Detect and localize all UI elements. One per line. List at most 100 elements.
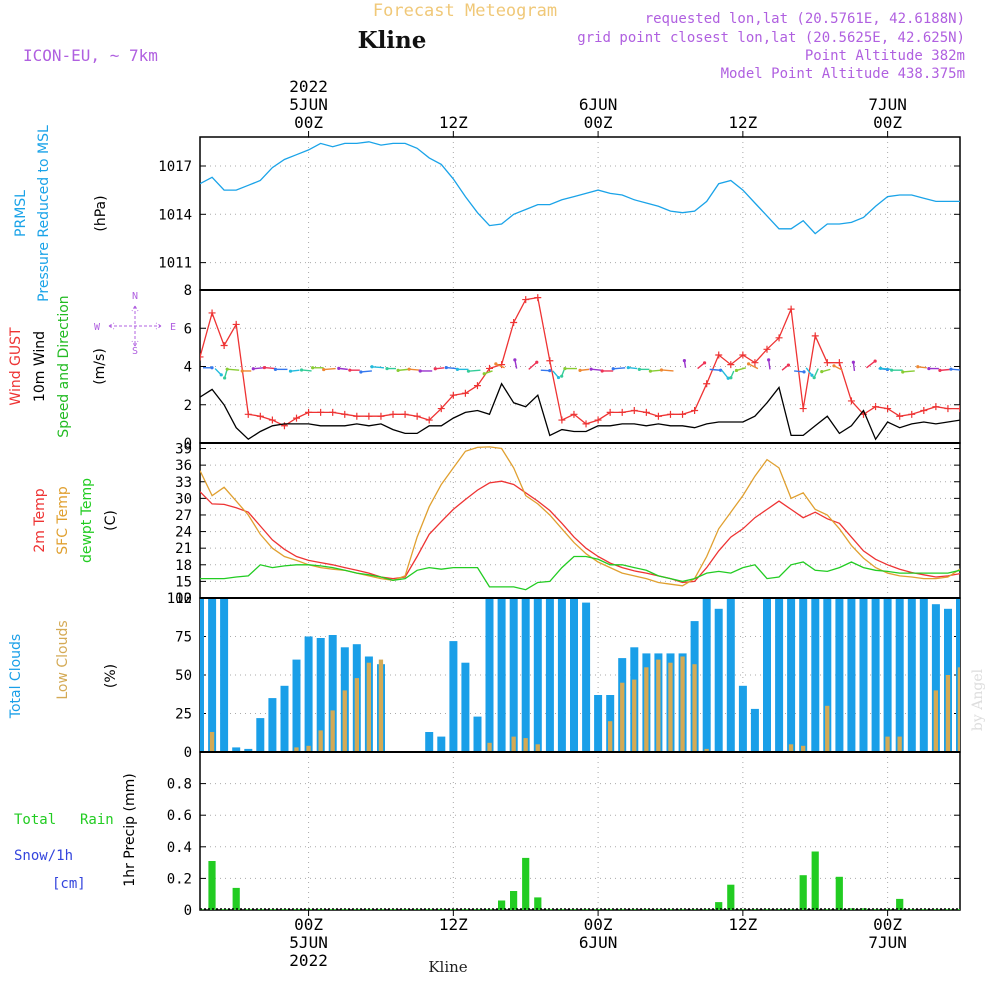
rain-bar (896, 898, 904, 910)
y-tick-label: 2 (184, 398, 192, 414)
wind-direction-arrow (880, 367, 891, 371)
wind-direction-arrow (591, 368, 602, 371)
wind-arrow-head (322, 367, 326, 372)
wind-direction-arrow (253, 367, 264, 370)
gust-point (799, 405, 807, 413)
rain-bar (884, 909, 892, 910)
low-cloud-bar (933, 690, 938, 752)
rain-bar (908, 909, 916, 910)
series-line-dewpt (200, 555, 960, 591)
wind-direction-arrow (939, 368, 951, 372)
wind-arrow-head (851, 360, 855, 364)
total-cloud-bar (461, 662, 470, 752)
wind-direction-arrow (301, 369, 312, 372)
rain-bar (775, 909, 783, 910)
rain-bar (739, 909, 747, 910)
panel-label: Rain (80, 812, 114, 828)
panel-wind: 0 2 4 6 8 Wind GUST 10m Wind Speed and Directio… (8, 283, 1000, 452)
rain-bar (510, 891, 518, 910)
wind-direction-arrow (989, 369, 1000, 372)
total-cloud-bar (799, 598, 808, 752)
panel-labels-precip: Total Rain Snow/1h [cm] 1hr Precip (mm) (14, 773, 138, 892)
panel-labels-wind: Wind GUST 10m Wind Speed and Direction (m/s… (8, 291, 176, 438)
wind-direction-arrow (866, 360, 876, 369)
wind-arrow-head (444, 365, 448, 370)
wind-arrow-head (734, 368, 739, 373)
wind-arrow-head (455, 367, 459, 371)
wind-arrow-head (702, 361, 707, 365)
gust-point (389, 410, 397, 418)
low-cloud-bar (306, 745, 311, 752)
wind-direction-arrow (360, 370, 372, 373)
wind-direction-arrow (446, 366, 457, 370)
rain-bar (920, 909, 928, 910)
total-cloud-bar (449, 641, 458, 752)
panel-label: 2m Temp (32, 488, 48, 552)
total-cloud-bar (200, 598, 204, 752)
panel-label: Speed and Direction (56, 295, 72, 437)
gust-point (751, 359, 759, 367)
gust-point (691, 406, 699, 414)
wind-arrow-head (219, 373, 223, 377)
wind-direction-arrow (227, 368, 240, 371)
top-time-label: 12Z (439, 113, 468, 132)
gust-point (763, 345, 771, 353)
wind-arrow-head (262, 365, 266, 370)
rain-bar (956, 909, 960, 910)
y-tick-label: 27 (175, 508, 192, 524)
rain-bar (751, 909, 759, 910)
rain-bar (932, 909, 940, 910)
wind-arrow-head (927, 366, 931, 371)
y-tick-label: 15 (175, 574, 192, 590)
wind-direction-arrow (528, 361, 538, 370)
y-tick-label: 8 (184, 283, 192, 299)
wind-arrow-head (802, 370, 806, 374)
wind-arrow-head (648, 369, 653, 373)
rain-bar (727, 884, 735, 910)
rain-bar (968, 904, 975, 910)
wind-arrow-head (812, 375, 816, 380)
panels-group: 1011 1014 1017 PRMSL Pressure Reduced to MSL… (8, 125, 1000, 919)
wind-direction-arrow (650, 369, 662, 372)
plot-area-clouds (200, 598, 960, 752)
bottom-date-label: 5JUN (289, 933, 328, 952)
gust-point (244, 410, 252, 418)
gust-point (811, 332, 819, 340)
wind-direction-arrow (661, 369, 674, 372)
gust-point (232, 320, 240, 328)
top-year-label: 2022 (289, 77, 328, 96)
gust-point (365, 412, 373, 420)
low-cloud-bar (366, 662, 371, 752)
wind-arrow-head (982, 374, 985, 377)
header-group: Forecast Meteogram Kline ICON-EU, ~ 7km … (23, 1, 965, 82)
rain-bar (763, 909, 771, 910)
y-tick-label: 36 (175, 458, 192, 474)
rain-bar (871, 909, 880, 910)
gust-point (437, 405, 445, 413)
wind-arrow-head (548, 369, 552, 373)
top-date-label: 5JUN (289, 95, 328, 114)
total-cloud-bar (931, 604, 940, 752)
wind-direction-arrow (721, 369, 729, 379)
time-axis-group: 00Z5JUN202200Z5JUN202212Z12Z00Z6JUN00Z6J… (289, 77, 907, 970)
bottom-time-label: 00Z (584, 915, 613, 934)
rain-bar (981, 837, 988, 910)
total-cloud-bar (497, 598, 506, 752)
top-date-label: 6JUN (579, 95, 618, 114)
wind-arrow-head (288, 369, 293, 373)
gust-point (932, 403, 940, 411)
plot-area-pressure (200, 141, 960, 235)
total-cloud-bar (895, 598, 904, 752)
wind-arrow-head (494, 362, 498, 366)
panel-labels-clouds: Total Clouds Low Clouds (%) (8, 620, 119, 719)
low-cloud-bar (825, 705, 830, 752)
rain-bar (642, 909, 650, 910)
wind-arrow-head (820, 370, 824, 374)
low-cloud-bar (680, 656, 685, 752)
y-tick-label: 75 (175, 630, 192, 646)
wind-arrow-head (810, 373, 814, 377)
low-cloud-bar (318, 730, 323, 752)
gust-point (666, 410, 674, 418)
plot-area-temperature (200, 446, 960, 591)
rain-bar (654, 909, 662, 910)
